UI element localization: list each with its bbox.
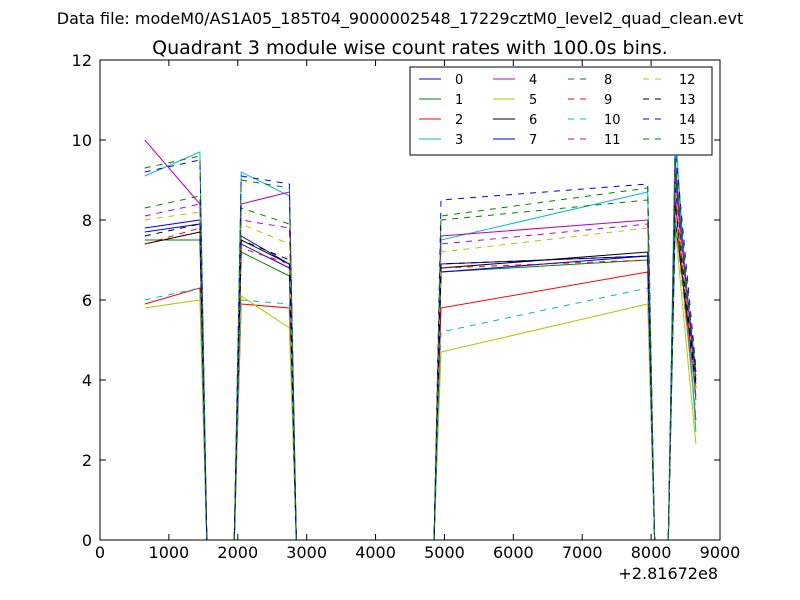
x-tick-label: 1000 <box>149 543 190 562</box>
x-offset-label: +2.81672e8 <box>618 564 718 583</box>
series-line-2 <box>144 199 697 541</box>
legend-label-2: 2 <box>455 113 463 128</box>
legend-label-1: 1 <box>455 93 463 108</box>
x-tick-label: 5000 <box>424 543 465 562</box>
series-line-8 <box>144 163 697 541</box>
y-tick-label: 8 <box>82 211 92 230</box>
series-line-10 <box>144 219 697 541</box>
legend-label-5: 5 <box>529 93 537 108</box>
legend-label-13: 13 <box>679 93 696 108</box>
legend-label-8: 8 <box>604 73 612 88</box>
chart-title: Quadrant 3 module wise count rates with … <box>152 37 668 59</box>
y-tick-label: 10 <box>72 131 92 150</box>
data-file-suptitle: Data file: modeM0/AS1A05_185T04_90000025… <box>57 9 743 29</box>
legend-label-3: 3 <box>455 133 463 148</box>
legend-box <box>409 66 713 156</box>
series-layer <box>144 127 697 541</box>
series-line-14 <box>144 147 697 541</box>
x-tick-label: 3000 <box>286 543 327 562</box>
series-line-15 <box>144 155 697 541</box>
legend-label-12: 12 <box>679 73 696 88</box>
legend-label-11: 11 <box>604 133 621 148</box>
legend-label-7: 7 <box>529 133 537 148</box>
series-line-9 <box>144 195 697 541</box>
y-tick-label: 0 <box>82 531 92 550</box>
series-line-6 <box>144 219 697 541</box>
x-tick-label: 2000 <box>217 543 258 562</box>
series-line-12 <box>144 183 697 541</box>
legend-label-10: 10 <box>604 113 621 128</box>
y-tick-label: 6 <box>82 291 92 310</box>
legend-label-14: 14 <box>679 113 696 128</box>
y-tick-label: 4 <box>82 371 92 390</box>
legend-label-0: 0 <box>455 73 463 88</box>
x-tick-label: 7000 <box>562 543 603 562</box>
legend-label-6: 6 <box>529 113 537 128</box>
y-tick-label: 2 <box>82 451 92 470</box>
legend-label-15: 15 <box>679 133 696 148</box>
series-line-5 <box>144 227 697 541</box>
x-tick-label: 9000 <box>700 543 741 562</box>
axis-ticks: 0 1000 2000 3000 4000 5000 6000 7000 8000 9000 0 2 4… <box>72 51 741 562</box>
series-line-7 <box>144 187 697 541</box>
legend-label-4: 4 <box>529 73 537 88</box>
series-line-3 <box>144 127 697 541</box>
series-line-11 <box>144 175 697 541</box>
series-line-1 <box>144 179 697 541</box>
x-tick-label: 0 <box>95 543 105 562</box>
x-tick-label: 4000 <box>355 543 396 562</box>
x-tick-label: 8000 <box>631 543 672 562</box>
y-tick-label: 12 <box>72 51 92 70</box>
legend-label-9: 9 <box>604 93 612 108</box>
x-tick-label: 6000 <box>493 543 534 562</box>
